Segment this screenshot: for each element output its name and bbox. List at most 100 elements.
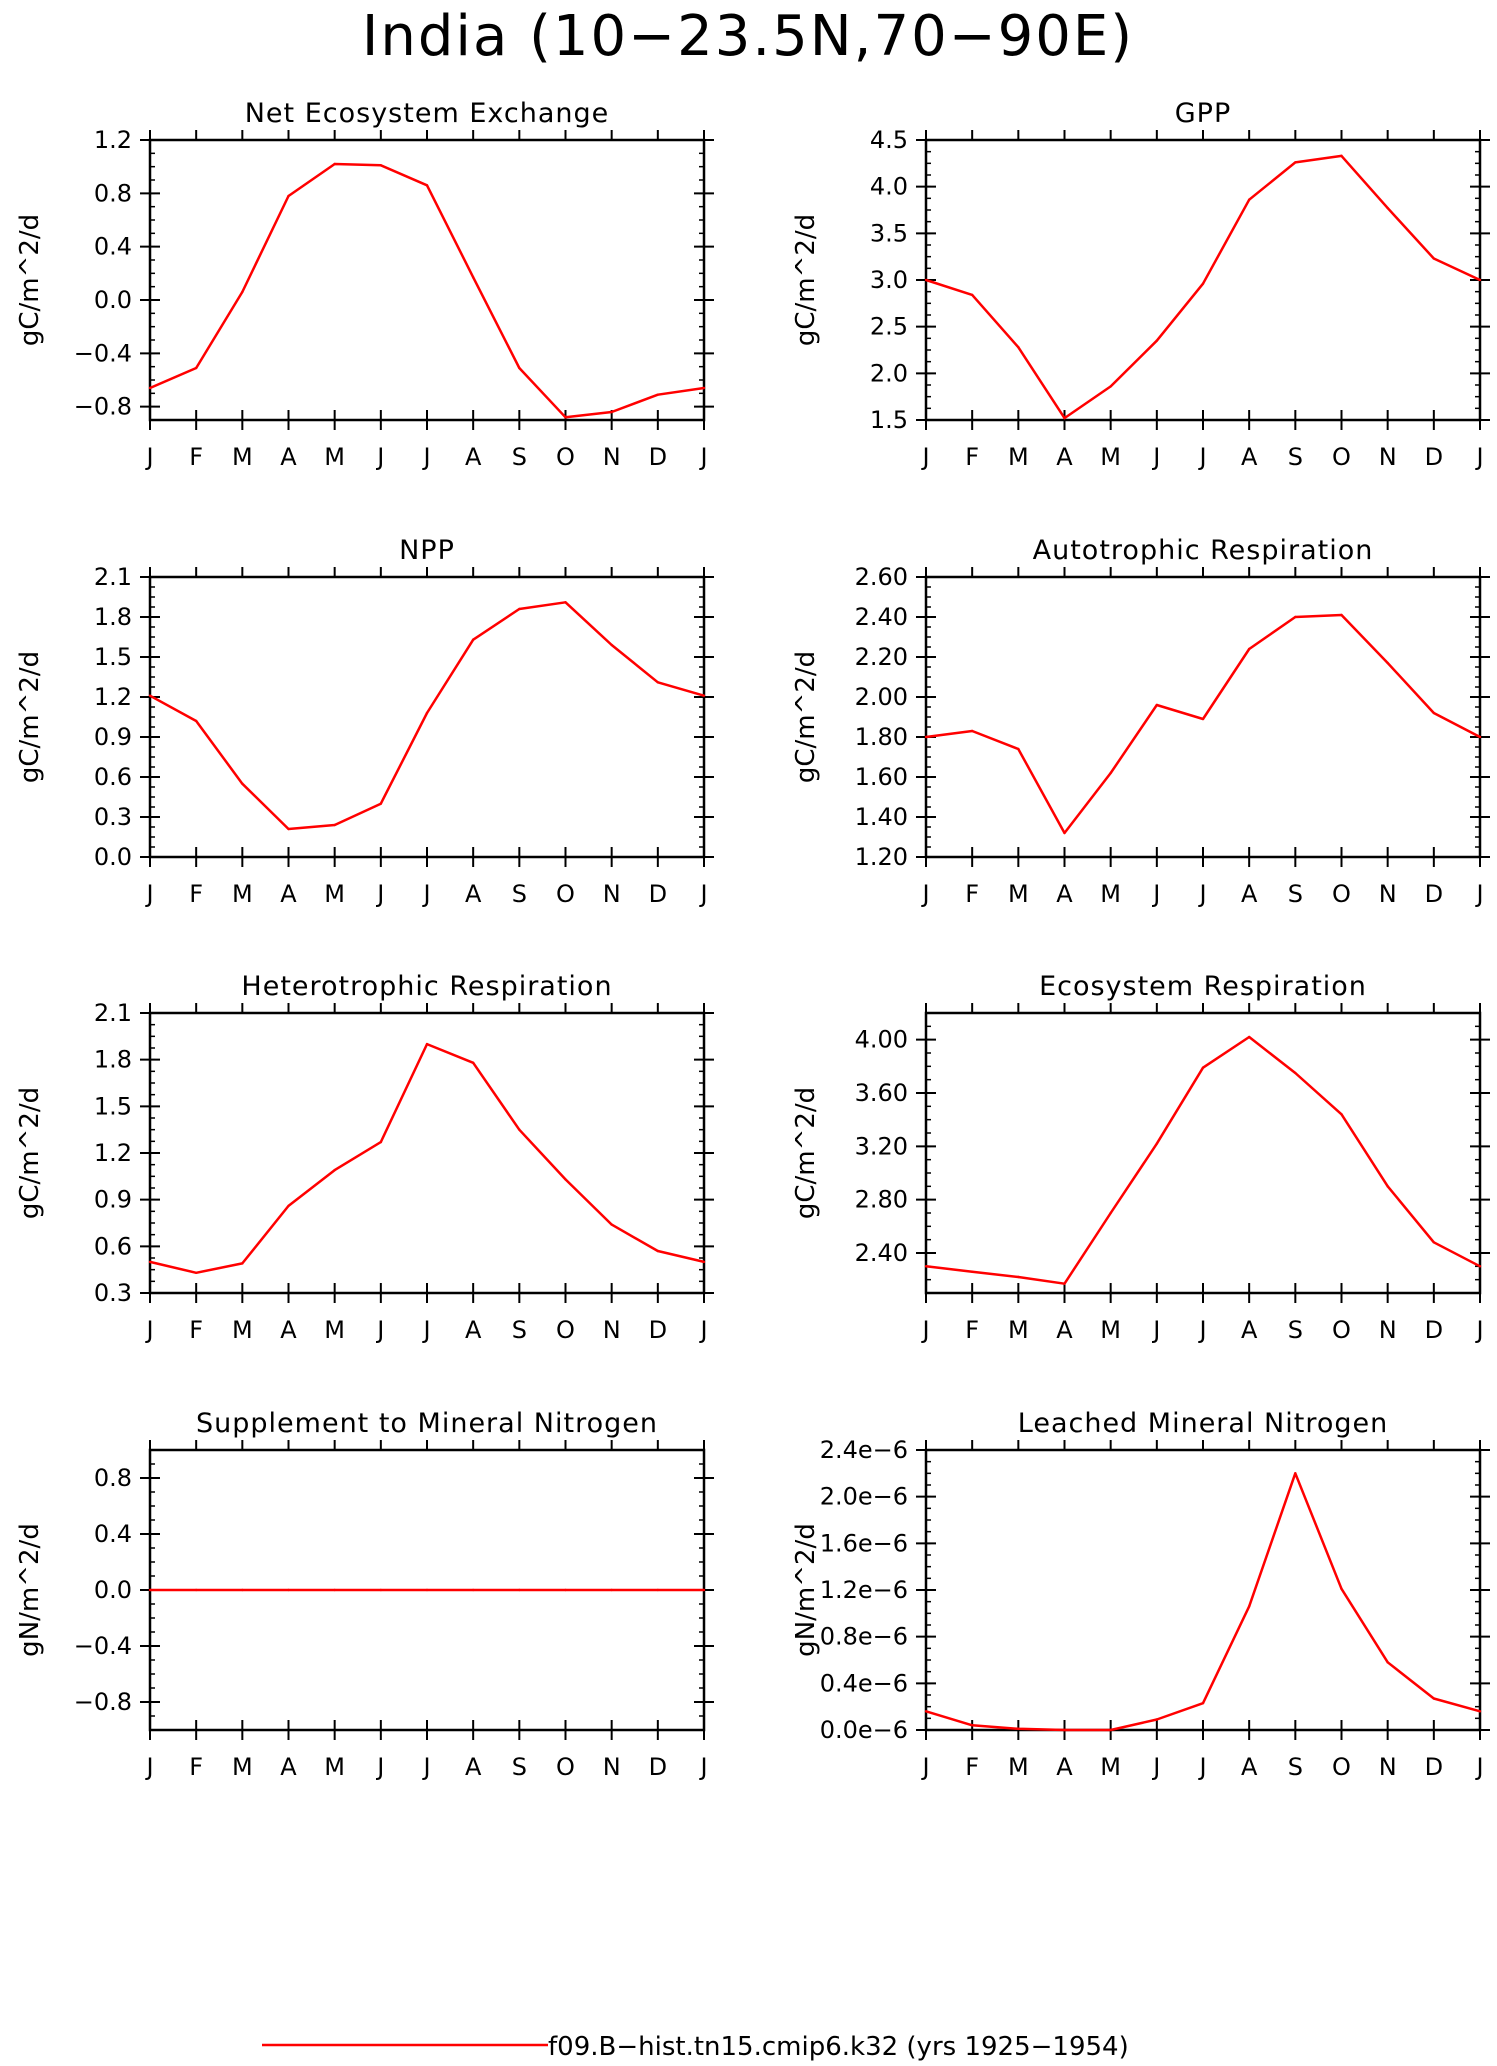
y-axis-label: gC/m^2/d — [15, 214, 45, 346]
x-tick-label: S — [512, 443, 527, 471]
y-tick-label: 3.60 — [855, 1079, 908, 1107]
x-tick-label: A — [465, 880, 482, 908]
x-tick-label: N — [1379, 880, 1397, 908]
x-tick-label: D — [649, 1753, 667, 1781]
panel-title: NPP — [399, 535, 455, 566]
x-tick-label: M — [324, 1316, 345, 1344]
panel-title: Net Ecosystem Exchange — [245, 98, 610, 129]
data-point — [287, 827, 290, 831]
data-point — [333, 1168, 336, 1172]
data-point — [471, 1061, 475, 1064]
x-tick-label: J — [1151, 880, 1160, 908]
data-point — [970, 293, 974, 297]
y-tick-label: 2.00 — [855, 683, 908, 711]
legend-label: f09.B−hist.tn15.cmip6.k32 (yrs 1925−1954… — [548, 2032, 1129, 2062]
data-point — [610, 1223, 613, 1226]
x-tick-label: A — [1241, 1316, 1258, 1344]
data-point — [1109, 1211, 1112, 1215]
y-tick-label: 1.2 — [94, 683, 132, 711]
data-point — [1201, 717, 1205, 721]
data-point — [1294, 1071, 1297, 1075]
data-point — [1247, 198, 1251, 201]
data-point — [148, 694, 152, 697]
x-tick-label: S — [512, 880, 527, 908]
x-tick-label: S — [1288, 880, 1303, 908]
x-tick-label: M — [1100, 1316, 1121, 1344]
data-point — [1386, 661, 1389, 665]
data-point — [1432, 257, 1436, 260]
data-point — [564, 416, 567, 419]
data-point — [702, 386, 706, 390]
plot-frame — [924, 1448, 1482, 1732]
data-point — [1201, 282, 1205, 285]
y-axis-label: gN/m^2/d — [791, 1523, 821, 1657]
x-tick-label: M — [324, 443, 345, 471]
x-tick-label: J — [144, 443, 153, 471]
data-point — [1294, 1472, 1297, 1475]
data-point — [148, 1260, 152, 1264]
x-tick-label: A — [465, 1316, 482, 1344]
data-point — [564, 1178, 567, 1181]
x-tick-label: J — [421, 443, 430, 471]
x-tick-label: F — [189, 1316, 203, 1344]
data-point — [1294, 161, 1297, 164]
data-point — [1063, 416, 1066, 420]
y-axis-label: gN/m^2/d — [15, 1523, 45, 1657]
x-tick-label: A — [1056, 1316, 1073, 1344]
x-tick-label: O — [1332, 443, 1351, 471]
y-tick-label: −0.4 — [74, 339, 132, 367]
x-tick-label: D — [1425, 443, 1443, 471]
data-point — [1340, 613, 1343, 617]
data-point — [610, 410, 613, 414]
x-tick-label: D — [649, 443, 667, 471]
x-tick-label: J — [421, 1316, 430, 1344]
series-line — [925, 154, 1481, 420]
data-point — [1109, 385, 1112, 388]
data-point — [1386, 1661, 1389, 1664]
x-tick-label: M — [1008, 880, 1029, 908]
y-tick-label: 0.6 — [94, 763, 132, 791]
y-tick-label: 1.5 — [870, 406, 908, 434]
data-point — [702, 1588, 706, 1592]
x-tick-label: F — [965, 443, 979, 471]
y-tick-label: 0.0 — [94, 286, 132, 314]
x-tick-label: J — [375, 443, 384, 471]
y-axis-label: gC/m^2/d — [791, 1087, 821, 1219]
y-tick-label: 0.8e−6 — [820, 1623, 908, 1651]
x-tick-label: M — [232, 880, 253, 908]
series-line — [149, 1042, 705, 1275]
x-tick-label: N — [603, 443, 621, 471]
x-tick-label: J — [1474, 1316, 1483, 1344]
data-point — [379, 802, 383, 805]
x-tick-label: M — [1008, 1316, 1029, 1344]
data-point — [1432, 711, 1436, 715]
x-tick-label: S — [1288, 1753, 1303, 1781]
data-point — [1247, 1035, 1251, 1039]
y-tick-label: 2.60 — [855, 563, 908, 591]
x-tick-label: J — [920, 443, 929, 471]
x-tick-label: J — [920, 1753, 929, 1781]
panel-title: Supplement to Mineral Nitrogen — [196, 1408, 658, 1439]
data-point — [518, 607, 521, 611]
x-tick-label: A — [1056, 1753, 1073, 1781]
data-point — [970, 729, 974, 733]
data-point — [333, 162, 336, 166]
data-point — [1478, 1710, 1482, 1713]
data-point — [1340, 1587, 1343, 1591]
y-tick-label: 2.40 — [855, 1239, 908, 1267]
data-point — [1017, 747, 1020, 751]
x-tick-label: J — [1197, 443, 1206, 471]
data-point — [1017, 346, 1020, 349]
data-point — [1386, 206, 1389, 210]
x-tick-label: N — [603, 1316, 621, 1344]
x-tick-label: A — [1241, 1753, 1258, 1781]
y-tick-label: 0.4 — [94, 1520, 132, 1548]
plot-frame — [148, 1011, 706, 1295]
x-tick-label: F — [965, 880, 979, 908]
x-tick-label: N — [1379, 1753, 1397, 1781]
x-tick-label: M — [324, 880, 345, 908]
data-point — [1017, 1727, 1020, 1731]
y-tick-label: 1.2 — [94, 1139, 132, 1167]
